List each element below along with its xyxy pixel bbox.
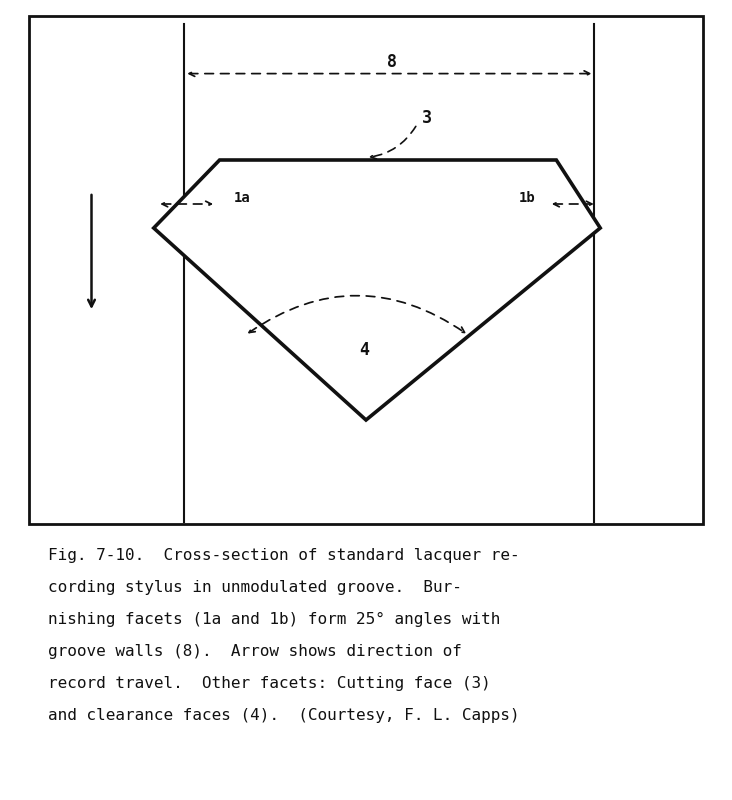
Text: 1b: 1b <box>519 190 536 205</box>
Text: 1a: 1a <box>234 190 251 205</box>
Text: cording stylus in unmodulated groove.  Bur-: cording stylus in unmodulated groove. Bu… <box>48 580 461 595</box>
Text: 3: 3 <box>422 110 432 127</box>
Text: nishing facets (1a and 1b) form 25° angles with: nishing facets (1a and 1b) form 25° angl… <box>48 612 500 627</box>
Polygon shape <box>154 160 600 420</box>
Text: Fig. 7-10.  Cross-section of standard lacquer re-: Fig. 7-10. Cross-section of standard lac… <box>48 548 519 563</box>
Bar <box>29 16 703 524</box>
Text: record travel.  Other facets: Cutting face (3): record travel. Other facets: Cutting fac… <box>48 676 490 691</box>
Text: 8: 8 <box>386 53 397 70</box>
Text: groove walls (8).  Arrow shows direction of: groove walls (8). Arrow shows direction … <box>48 644 461 659</box>
Text: and clearance faces (4).  (Courtesy, F. L. Capps): and clearance faces (4). (Courtesy, F. L… <box>48 708 519 723</box>
Text: 4: 4 <box>359 342 370 359</box>
